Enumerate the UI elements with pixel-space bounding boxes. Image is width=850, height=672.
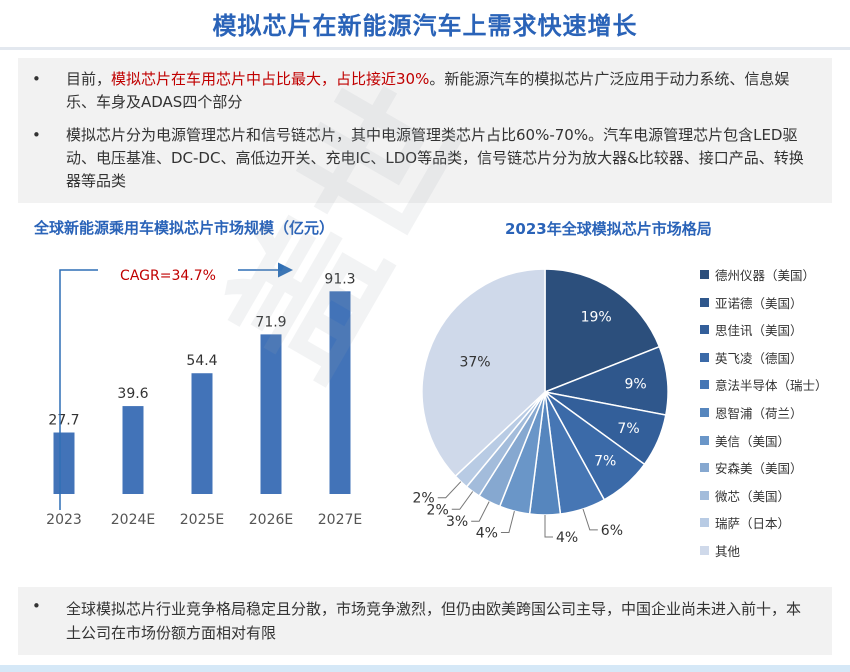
legend-item: 思佳讯（美国） bbox=[700, 320, 850, 340]
pie-leader-line bbox=[500, 511, 515, 533]
legend-label: 安森美（美国） bbox=[715, 461, 803, 477]
legend-swatch bbox=[700, 463, 709, 473]
bar-value-label: 39.6 bbox=[117, 386, 148, 402]
pie-slice-label: 2% bbox=[427, 502, 449, 518]
legend-label: 微芯（美国） bbox=[715, 488, 791, 504]
legend-label: 美信（美国） bbox=[715, 433, 791, 449]
bar-value-label: 91.3 bbox=[324, 271, 355, 287]
legend-item: 安森美（美国） bbox=[700, 458, 850, 478]
legend-item: 恩智浦（荷兰） bbox=[700, 403, 850, 423]
cagr-label: CAGR=34.7% bbox=[120, 268, 216, 284]
legend-label: 意法半导体（瑞士） bbox=[715, 378, 828, 394]
bar bbox=[122, 406, 144, 494]
legend-label: 德州仪器（美国） bbox=[715, 268, 816, 283]
legend-swatch bbox=[700, 325, 709, 335]
pie-leader-line bbox=[451, 491, 474, 510]
bar bbox=[329, 291, 351, 494]
bar bbox=[191, 373, 213, 494]
bar-value-label: 71.9 bbox=[255, 314, 286, 330]
pie-slice-label: 6% bbox=[601, 523, 623, 539]
bar bbox=[53, 432, 75, 494]
pie-leader-line bbox=[471, 501, 490, 522]
legend-label: 瑞萨（日本） bbox=[715, 516, 791, 532]
bar-chart: 27.7 2023 39.6 2024E 54.4 2025E 71.9 2026E 91.3 2… bbox=[46, 262, 362, 528]
cagr-bracket-left bbox=[59, 269, 98, 510]
legend-item: 微芯（美国） bbox=[700, 486, 850, 506]
pie-slice-label: 4% bbox=[556, 530, 578, 546]
legend-swatch bbox=[700, 435, 709, 445]
pie-slice-label: 7% bbox=[617, 421, 639, 437]
bullet-dot: • bbox=[32, 126, 41, 144]
legend-item: 德州仪器（美国） bbox=[700, 265, 850, 285]
bottom-bar bbox=[0, 665, 850, 672]
legend-swatch bbox=[700, 490, 709, 500]
legend-swatch bbox=[700, 408, 709, 417]
bullet-1-highlight: 模拟芯片在车用芯片中占比最大，占比接近30% bbox=[111, 70, 430, 88]
x-tick-label: 2027E bbox=[318, 512, 362, 528]
legend-item: 其他 bbox=[700, 541, 850, 561]
legend-label: 其他 bbox=[715, 544, 741, 559]
pie-slice-label: 3% bbox=[446, 514, 468, 530]
legend-item: 美信（美国） bbox=[700, 431, 850, 451]
legend-swatch bbox=[700, 352, 709, 362]
legend-label: 亚诺德（美国） bbox=[715, 295, 803, 311]
pie-leader-line bbox=[582, 508, 598, 531]
bullet-1-post: 。新能源汽车的模拟芯片广泛应用于动力系统、信息娱乐、车身及ADAS四个部分 bbox=[66, 70, 790, 111]
bar-value-label: 27.7 bbox=[48, 413, 79, 429]
pie-slice-label: 9% bbox=[625, 376, 647, 392]
pie-chart-title: 2023年全球模拟芯片市场格局 bbox=[505, 220, 712, 238]
footer-text: 全球模拟芯片行业竞争格局稳定且分散，市场竞争激烈，但仍由欧美跨国公司主导，中国企… bbox=[66, 600, 802, 642]
x-tick-label: 2025E bbox=[180, 512, 224, 528]
pie-slice-label: 19% bbox=[581, 310, 612, 326]
legend-swatch bbox=[700, 380, 709, 390]
legend-item: 意法半导体（瑞士） bbox=[700, 375, 850, 395]
legend-item: 英飞凌（德国） bbox=[700, 348, 850, 368]
pie-slice bbox=[544, 268, 661, 394]
pie-slice-label: 37% bbox=[459, 355, 490, 371]
footer-note: • 全球模拟芯片行业竞争格局稳定且分散，市场竞争激烈，但仍由欧美跨国公司主导，中… bbox=[18, 587, 832, 655]
legend-swatch bbox=[700, 546, 709, 555]
pie-slice-label: 7% bbox=[594, 453, 616, 469]
x-tick-label: 2026E bbox=[249, 512, 293, 528]
bullet-dot: • bbox=[32, 70, 41, 88]
x-tick-label: 2023 bbox=[46, 512, 82, 528]
bar-chart-title: 全球新能源乘用车模拟芯片市场规模（亿元） bbox=[34, 219, 335, 237]
intro-bullets: • 目前，模拟芯片在车用芯片中占比最大，占比接近30%。新能源汽车的模拟芯片广泛… bbox=[18, 58, 832, 203]
bullet-dot: • bbox=[32, 597, 41, 615]
legend-item: 瑞萨（日本） bbox=[700, 513, 850, 533]
page-title: 模拟芯片在新能源汽车上需求快速增长 bbox=[212, 12, 638, 40]
legend-label: 英飞凌（德国） bbox=[715, 350, 803, 366]
title-divider bbox=[0, 47, 850, 50]
legend-swatch bbox=[700, 518, 709, 528]
bullet-2-text: 模拟芯片分为电源管理芯片和信号链芯片，其中电源管理类芯片占比60%-70%。汽车… bbox=[66, 126, 804, 190]
bar-value-label: 54.4 bbox=[186, 353, 217, 369]
legend-item: 亚诺德（美国） bbox=[700, 293, 850, 313]
legend-label: 思佳讯（美国） bbox=[715, 323, 803, 339]
bullet-1-text: 目前，模拟芯片在车用芯片中占比最大，占比接近30%。新能源汽车的模拟芯片广泛应用… bbox=[66, 68, 818, 114]
pie-leader-line bbox=[437, 481, 462, 499]
bar bbox=[260, 334, 282, 494]
pie-slice bbox=[421, 268, 546, 478]
pie-slice-label: 4% bbox=[476, 525, 498, 541]
x-tick-label: 2024E bbox=[111, 512, 155, 528]
legend-swatch bbox=[700, 297, 709, 307]
bullet-1-pre: 目前， bbox=[66, 70, 112, 88]
pie-slice-label: 2% bbox=[413, 491, 435, 507]
legend-label: 恩智浦（荷兰） bbox=[715, 406, 803, 421]
pie-leader-line bbox=[544, 515, 553, 538]
legend-swatch bbox=[700, 270, 709, 279]
pie-chart: 19%9%7%7%6%4%4%3%2%2%37% bbox=[413, 268, 669, 546]
